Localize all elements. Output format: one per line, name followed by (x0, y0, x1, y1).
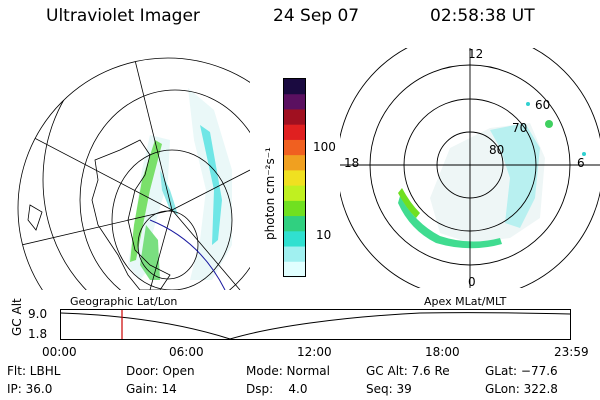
alt-tick-1-8: 1.8 (28, 327, 48, 341)
colorbar-band (284, 109, 305, 126)
lat-label-60: 60 (535, 98, 551, 112)
info-dsp: Dsp: 4.0 (246, 382, 308, 396)
info-flt: Flt: LBHL (7, 364, 61, 378)
aurora-band-green (130, 140, 162, 262)
colorbar-band (284, 216, 305, 232)
colorbar-band (284, 200, 305, 217)
info-mode: Mode: Normal (246, 364, 330, 378)
info-door: Door: Open (126, 364, 195, 378)
island-coastline (27, 204, 43, 231)
mlt-label-12: 12 (468, 47, 484, 61)
colorbar-tick-100: 100 (313, 140, 336, 154)
lat-label-80: 80 (489, 143, 505, 157)
info-gain: Gain: 14 (126, 382, 177, 396)
x-tick-2359: 23:59 (554, 345, 589, 359)
colorbar-band (284, 261, 305, 278)
aurora-oval-lower (398, 196, 502, 249)
altitude-plot (60, 309, 571, 340)
colorbar-band (284, 139, 305, 156)
time-label: 02:58:38 UT (430, 6, 535, 26)
colorbar-band (284, 79, 305, 95)
colorbar-band (284, 170, 305, 187)
mlt-label-18: 18 (344, 156, 360, 170)
mlt-label-6: 6 (577, 156, 585, 170)
aurora-band-cyan (200, 125, 222, 245)
polar-plot (340, 48, 600, 288)
alt-tick-9: 9.0 (28, 307, 48, 321)
x-tick-1200: 12:00 (297, 345, 332, 359)
colorbar-tick-10: 10 (316, 228, 332, 242)
right-panel-label: Apex MLat/MLT (424, 295, 507, 308)
colorbar-band (284, 185, 305, 202)
info-seq: Seq: 39 (366, 382, 412, 396)
colorbar-unit-label: photon cm⁻²s⁻¹ (263, 147, 277, 240)
instrument-title: Ultraviolet Imager (46, 6, 200, 26)
aurora-diffuse (188, 88, 232, 280)
date-label: 24 Sep 07 (273, 6, 360, 26)
aurora-cyan-polar (490, 123, 540, 228)
info-glat: GLat: −77.6 (485, 364, 558, 378)
geographic-map (17, 57, 250, 290)
colorbar (283, 78, 306, 278)
info-gc-alt: GC Alt: 7.6 Re (366, 364, 450, 378)
aurora-spot-green (398, 188, 420, 218)
lat-label-70: 70 (512, 121, 528, 135)
colorbar-band (284, 94, 305, 110)
colorbar-band (284, 124, 305, 141)
x-tick-0600: 06:00 (169, 345, 204, 359)
colorbar-band (284, 155, 305, 171)
mlt-label-0: 0 (468, 275, 476, 289)
left-panel-label: Geographic Lat/Lon (70, 295, 178, 308)
info-ip: IP: 36.0 (7, 382, 53, 396)
colorbar-band (284, 231, 305, 248)
info-glon: GLon: 322.8 (485, 382, 558, 396)
x-tick-0000: 00:00 (42, 345, 77, 359)
colorbar-band (284, 246, 305, 263)
gc-alt-axis-title: GC Alt (10, 298, 24, 336)
x-tick-1800: 18:00 (425, 345, 460, 359)
antarctica-coastline (91, 139, 171, 290)
